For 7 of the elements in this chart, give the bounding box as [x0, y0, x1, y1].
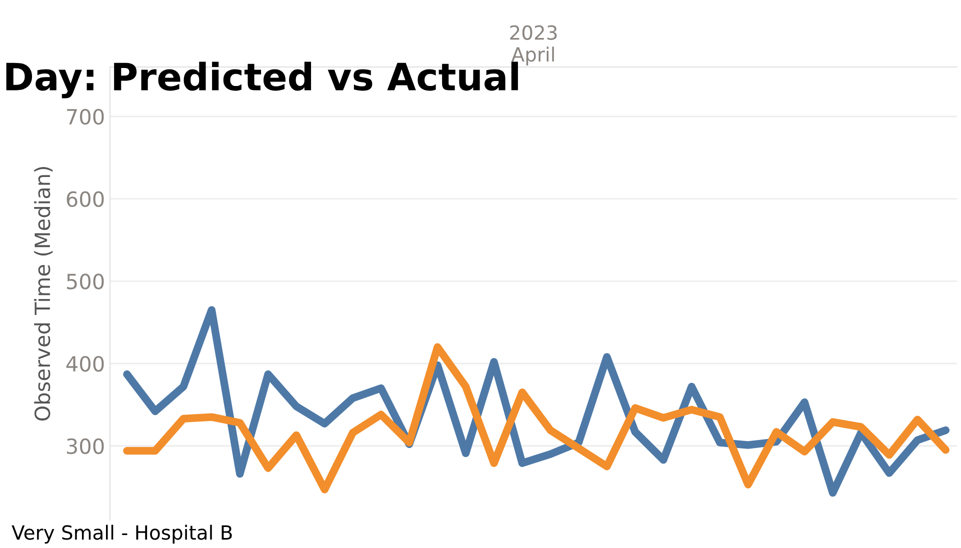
y-tick-label: 600 — [66, 191, 104, 207]
y-tick-label: 300 — [66, 438, 104, 454]
text: Very Small - Hospital B — [12, 524, 232, 544]
y-tick-label: 700 — [67, 108, 104, 125]
y-tick-label: 500 — [66, 274, 104, 290]
y-axis-title: Observed Time (Median) — [34, 167, 53, 421]
y-tick-label: 400 — [66, 356, 104, 372]
